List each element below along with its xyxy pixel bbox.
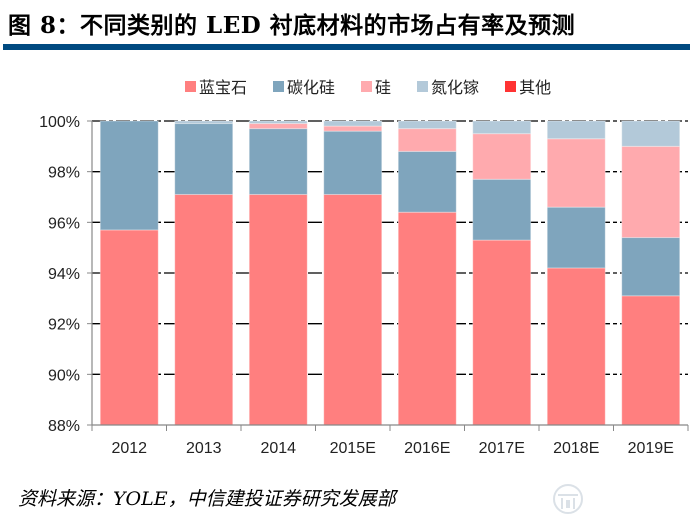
bar-segment [99, 229, 159, 426]
chart-legend: 蓝宝石 碳化硅 硅 氮化镓 其他 [185, 74, 577, 98]
x-tick-label: 2014 [260, 440, 296, 457]
bar-segment [323, 125, 383, 132]
legend-swatch [505, 80, 517, 92]
legend-item: 硅 [361, 74, 391, 98]
stacked-bar-chart: 88% 90% 92% 94% 96% 98% 100% 2012 2013 2014 2015E 2… [39, 114, 689, 457]
legend-swatch [417, 80, 429, 92]
bar-segment [621, 120, 681, 147]
legend-swatch [185, 80, 196, 92]
x-tick-label: 2019E [628, 440, 674, 457]
legend-item: 碳化硅 [273, 74, 335, 98]
bar-segment [174, 123, 234, 195]
y-tick-label: 98% [48, 165, 80, 182]
bar-segment [546, 267, 606, 426]
bar-segment [397, 120, 457, 130]
bar-segment [323, 130, 383, 195]
x-tick-label: 2013 [186, 440, 222, 457]
x-tick-label: 2016E [404, 440, 450, 457]
bar-segment [621, 145, 681, 239]
y-tick-label: 90% [48, 367, 80, 384]
bar-segment [248, 128, 308, 195]
y-tick-label: 88% [48, 418, 80, 435]
institution-logo-icon [551, 482, 585, 516]
bar-segment [174, 193, 234, 426]
title-divider [3, 44, 690, 50]
legend-item: 蓝宝石 [185, 74, 247, 98]
bar-segment [174, 120, 234, 125]
legend-swatch [361, 80, 373, 92]
legend-label: 氮化镓 [431, 78, 480, 97]
source-note: 资料来源：YOLE，中信建投证券研究发展部 [18, 488, 396, 510]
legend-swatch [273, 80, 285, 92]
legend-label: 其他 [519, 78, 552, 97]
bar-segment [99, 120, 159, 231]
y-tick-label: 92% [48, 317, 80, 334]
y-tick-label: 94% [48, 266, 80, 283]
x-tick-label: 2018E [553, 440, 599, 457]
bar-segment [248, 123, 308, 130]
legend-label: 蓝宝石 [199, 78, 248, 97]
x-tick-label: 2012 [111, 440, 147, 457]
y-tick-label: 96% [48, 215, 80, 232]
legend-label: 碳化硅 [287, 78, 336, 97]
bar-segment [546, 206, 606, 269]
bar-segment [472, 178, 532, 241]
bar-segment [546, 138, 606, 208]
x-tick-label: 2015E [330, 440, 376, 457]
bar-segment [323, 193, 383, 426]
y-tick-label: 100% [39, 114, 80, 131]
bar-segment [472, 239, 532, 426]
legend-label: 硅 [375, 78, 392, 97]
bar-segment [248, 120, 308, 125]
figure-title: 图 8：不同类别的 LED 衬底材料的市场占有率及预测 [8, 12, 576, 39]
bar-segment [621, 295, 681, 426]
bar-segment [248, 193, 308, 426]
bar-segment [472, 133, 532, 180]
bar-segment [397, 150, 457, 213]
bar-segment [621, 237, 681, 297]
legend-item: 氮化镓 [417, 74, 479, 98]
bar-segment [397, 128, 457, 152]
bar-segment [397, 211, 457, 426]
x-tick-label: 2017E [479, 440, 525, 457]
bar-segment [546, 120, 606, 140]
bar-segment [472, 120, 532, 135]
bar-segment [323, 120, 383, 127]
legend-item: 其他 [505, 74, 551, 98]
